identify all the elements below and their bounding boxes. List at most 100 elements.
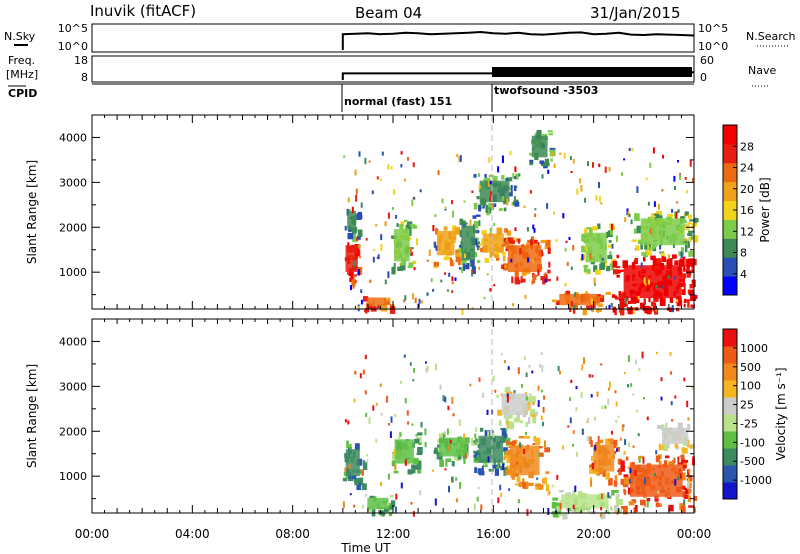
power-echo-cell — [689, 219, 695, 222]
velocity-echo-cell — [531, 414, 536, 418]
velocity-colorbar-tick-label: -500 — [740, 455, 765, 468]
power-echo-speck — [580, 185, 583, 192]
velocity-echo-speck — [465, 453, 468, 459]
velocity-echo-cell — [614, 489, 619, 493]
power-echo-cell — [616, 254, 620, 259]
velocity-echo-cell — [600, 511, 606, 520]
velocity-echo-cell — [669, 461, 675, 466]
power-echo-speck — [586, 249, 588, 252]
power-echo-cell — [505, 178, 509, 181]
power-echo-cell — [459, 218, 464, 226]
velocity-echo-speck — [344, 467, 347, 473]
velocity-echo-speck — [538, 452, 541, 458]
velocity-echo-cell — [595, 442, 601, 446]
velocity-echo-speck — [581, 364, 584, 371]
velocity-echo-speck — [670, 371, 673, 375]
velocity-echo-speck — [494, 389, 497, 393]
velocity-echo-cell — [646, 497, 651, 502]
velocity-echo-speck — [469, 383, 472, 387]
power-echo-cell — [679, 259, 685, 267]
power-echo-speck — [357, 269, 360, 276]
power-echo-speck — [350, 285, 352, 291]
power-echo-speck — [643, 288, 646, 292]
power-echo-cell — [513, 176, 517, 179]
power-echo-speck — [412, 196, 415, 200]
power-echo-cell — [682, 256, 686, 260]
velocity-colorbar-tick-label: 100 — [740, 380, 761, 393]
velocity-echo-speck — [610, 507, 613, 512]
velocity-echo-cell — [519, 420, 523, 424]
power-echo-speck — [441, 198, 444, 204]
velocity-echo-cell — [418, 442, 422, 445]
velocity-echo-speck — [523, 448, 526, 454]
velocity-echo-cell — [497, 460, 501, 468]
power-echo-cell — [443, 226, 448, 231]
velocity-echo-speck — [499, 484, 502, 491]
power-echo-cell — [615, 297, 619, 300]
power-echo-speck — [532, 258, 535, 264]
power-scatter-patch — [346, 208, 363, 243]
power-echo-speck — [404, 295, 407, 301]
velocity-colorbar-swatch — [723, 482, 737, 500]
velocity-echo-speck — [683, 499, 686, 506]
power-echo-speck — [351, 206, 354, 213]
power-echo-speck — [430, 278, 433, 283]
power-echo-speck — [381, 151, 384, 156]
power-echo-cell — [691, 268, 694, 273]
velocity-echo-speck — [691, 386, 694, 390]
power-colorbar-tick-label: 12 — [740, 225, 754, 238]
velocity-echo-speck — [541, 365, 544, 372]
power-echo-cell — [677, 297, 682, 300]
power-echo-speck — [630, 294, 633, 298]
velocity-echo-speck — [543, 395, 546, 400]
velocity-echo-speck — [588, 374, 591, 378]
power-echo-cell — [468, 262, 471, 266]
power-echo-speck — [489, 227, 492, 234]
power-echo-cell — [458, 267, 462, 270]
velocity-echo-speck — [687, 417, 690, 421]
power-echo-cell — [668, 308, 674, 313]
power-echo-cell — [650, 246, 655, 250]
frequency-label-bottom: [MHz] — [6, 68, 38, 81]
power-echo-cell — [666, 259, 672, 266]
power-echo-cell — [548, 133, 553, 136]
power-echo-speck — [359, 256, 361, 259]
power-echo-cell — [529, 239, 533, 246]
noise-line — [341, 30, 695, 50]
power-echo-speck — [677, 160, 679, 163]
velocity-echo-cell — [518, 436, 523, 439]
velocity-echo-speck — [607, 492, 610, 498]
velocity-echo-speck — [600, 363, 603, 366]
power-colorbar-tick-label: 16 — [740, 204, 754, 217]
power-echo-speck — [544, 278, 547, 283]
power-echo-cell — [583, 228, 588, 236]
power-echo-speck — [357, 306, 360, 310]
power-echo-speck — [444, 272, 446, 275]
power-echo-speck — [585, 272, 588, 275]
power-echo-speck — [493, 222, 496, 226]
velocity-ytick-label: 2000 — [59, 425, 87, 438]
velocity-echo-speck — [516, 461, 519, 465]
power-echo-cell — [583, 264, 588, 273]
velocity-echo-cell — [417, 447, 423, 455]
power-echo-cell — [347, 242, 350, 246]
power-echo-speck — [481, 238, 484, 245]
velocity-echo-speck — [410, 502, 413, 505]
power-echo-cell — [636, 225, 642, 234]
velocity-echo-cell — [445, 458, 448, 467]
velocity-echo-cell — [389, 511, 392, 517]
power-echo-cell — [618, 269, 624, 272]
power-echo-speck — [419, 189, 422, 193]
power-echo-cell — [514, 279, 521, 285]
power-scatter-patch — [433, 225, 462, 269]
velocity-echo-speck — [597, 435, 600, 443]
noise-panel-frame — [91, 23, 695, 53]
nave-band — [492, 67, 692, 77]
power-echo-cell — [477, 245, 480, 251]
power-echo-speck — [501, 155, 504, 162]
power-echo-speck — [512, 173, 515, 178]
velocity-echo-speck — [653, 473, 656, 477]
velocity-echo-cell — [682, 491, 687, 498]
power-echo-cell — [643, 256, 646, 262]
power-echo-speck — [553, 163, 556, 168]
